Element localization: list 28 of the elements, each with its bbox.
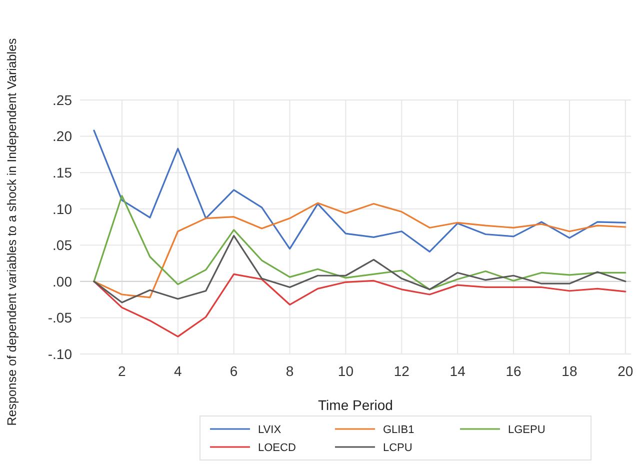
y-tick-label: .15: [52, 164, 72, 180]
y-tick-label: .00: [52, 273, 72, 290]
x-tick-label: 20: [618, 363, 634, 379]
y-tick-label: .05: [52, 237, 72, 254]
x-tick-label: 6: [230, 363, 238, 379]
x-tick-label: 18: [562, 363, 578, 379]
line-series: [93, 273, 626, 338]
x-tick-label: 2: [118, 363, 126, 379]
x-tick-label: 16: [506, 363, 522, 379]
legend-label: LCPU: [383, 442, 412, 454]
y-tick-label: -.05: [48, 310, 72, 326]
legend-label: GLIB1: [383, 424, 414, 436]
x-axis-title: Time Period: [318, 397, 393, 413]
line-series: [93, 130, 626, 252]
legend-label: LOECD: [258, 442, 296, 454]
y-tick-label: .20: [52, 128, 72, 144]
x-tick-label: 8: [286, 363, 294, 379]
y-tick-label: -.10: [48, 346, 72, 362]
y-tick-label: .10: [52, 200, 72, 217]
x-tick-label: 4: [174, 363, 182, 379]
line-series: [93, 234, 626, 304]
legend-label: LVIX: [258, 424, 282, 436]
legend-label: LGEPU: [508, 424, 546, 436]
y-axis-title: Response of dependent variables to a shock in Independent Variables: [5, 38, 19, 426]
x-tick-label: 14: [450, 363, 466, 379]
y-tick-label: .25: [52, 92, 72, 108]
x-tick-label: 10: [338, 363, 354, 379]
x-tick-label: 12: [394, 363, 410, 379]
